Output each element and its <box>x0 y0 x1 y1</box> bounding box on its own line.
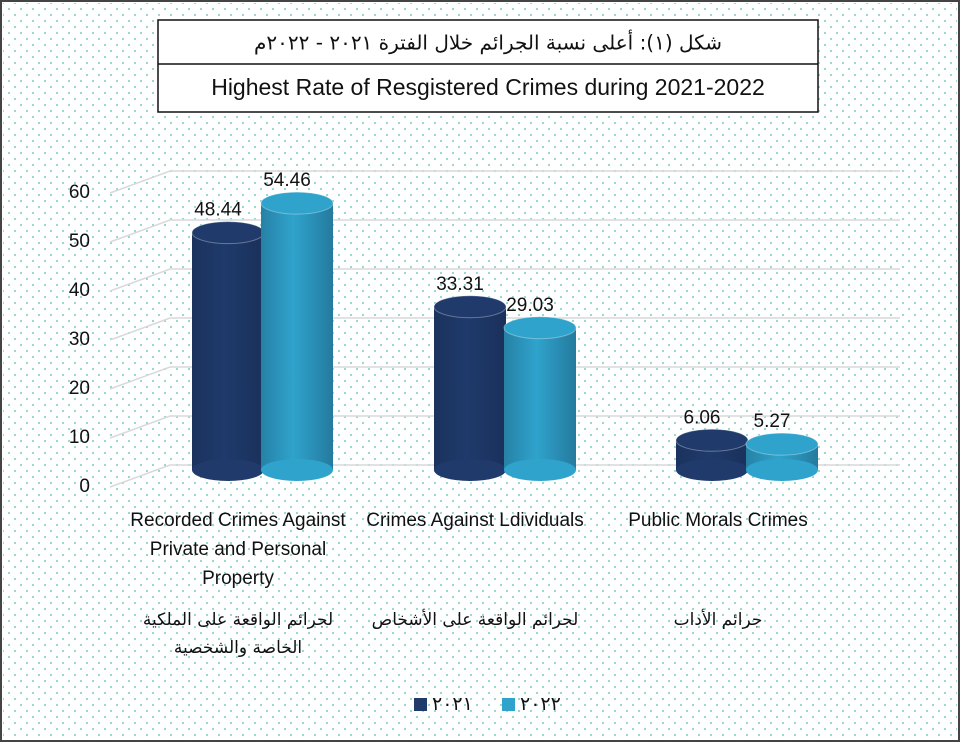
x-tick-label-ar: لجرائم الواقعة على الأشخاص <box>371 610 579 630</box>
legend-label: ٢٠٢١ <box>432 694 473 715</box>
data-label: 48.44 <box>194 200 242 221</box>
grid-line <box>109 464 900 488</box>
legend-swatch <box>414 698 427 711</box>
bar-top <box>745 432 819 456</box>
title-box <box>157 19 819 113</box>
bar <box>192 232 264 470</box>
x-tick-label-ar: لجرائم الواقعة على الملكية الخاصة والشخص… <box>142 610 334 658</box>
chart-title-ar: شكل (١): أعلى نسبة الجرائم خلال الفترة ٢… <box>254 30 722 55</box>
bar-top <box>191 221 265 245</box>
grid-line <box>109 219 900 243</box>
chart-title: Highest Rate of Resgistered Crimes durin… <box>211 74 765 100</box>
data-label: 6.06 <box>684 407 721 428</box>
y-tick-label: 50 <box>69 231 90 252</box>
y-tick-label: 60 <box>69 182 90 203</box>
data-label: 33.31 <box>436 274 484 295</box>
grid-line <box>109 415 900 439</box>
grid-line <box>109 268 900 292</box>
x-tick-label-ar: جرائم الأداب <box>673 610 763 630</box>
bar-top <box>433 295 507 319</box>
x-tick-label: Public Morals Crimes <box>628 510 808 531</box>
legend-swatch <box>502 698 515 711</box>
grid-line <box>109 317 900 341</box>
y-tick-label: 0 <box>79 476 90 497</box>
data-label: 5.27 <box>754 411 791 432</box>
data-label: 29.03 <box>506 295 554 316</box>
bar-top <box>260 191 334 215</box>
x-tick-label: Crimes Against Ldividuals <box>366 510 584 531</box>
y-tick-label: 30 <box>69 329 90 350</box>
bar-top <box>503 316 577 340</box>
y-tick-label: 40 <box>69 280 90 301</box>
grid-line <box>109 366 900 390</box>
legend-label: ٢٠٢٢ <box>520 694 561 715</box>
bar-top <box>675 428 749 452</box>
grid-line <box>109 170 900 194</box>
bar <box>504 327 576 470</box>
bar <box>261 203 333 470</box>
y-tick-label: 10 <box>69 427 90 448</box>
data-label: 54.46 <box>263 170 311 191</box>
bar <box>434 306 506 470</box>
x-tick-label: Recorded Crimes Against Private and Pers… <box>130 510 346 589</box>
y-tick-label: 20 <box>69 378 90 399</box>
